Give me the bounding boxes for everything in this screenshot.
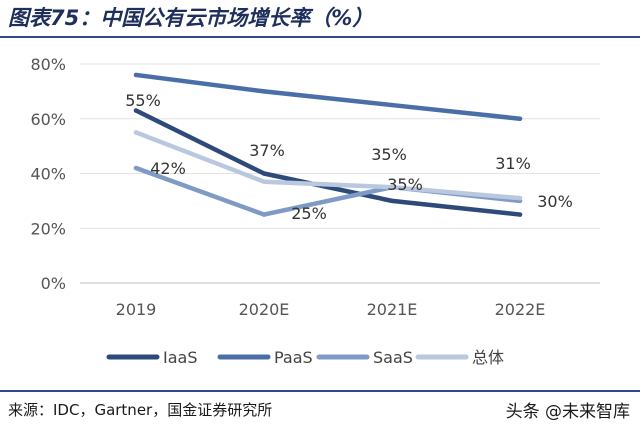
data-label: 30% <box>537 192 573 211</box>
data-point <box>133 130 139 135</box>
data-point <box>133 72 139 78</box>
source-note: 来源：IDC，Gartner，国金证券研究所 <box>8 401 273 419</box>
data-label: 31% <box>495 154 531 173</box>
data-label: 35% <box>371 145 407 164</box>
series-line-3 <box>133 130 523 201</box>
data-point <box>389 184 395 190</box>
series-line-0 <box>133 108 523 217</box>
x-tick-label: 2021E <box>367 300 418 319</box>
legend-label: PaaS <box>274 348 313 367</box>
data-point <box>133 165 139 171</box>
series-line-1 <box>133 72 523 121</box>
data-point <box>389 102 395 108</box>
data-label: 42% <box>150 159 186 178</box>
y-tick-label: 60% <box>30 110 66 129</box>
data-point <box>517 116 523 121</box>
data-label: 35% <box>387 175 423 194</box>
data-label: 37% <box>249 141 285 160</box>
legend-label: IaaS <box>163 348 197 367</box>
data-point <box>261 171 267 176</box>
data-point <box>517 195 523 201</box>
x-tick-label: 2019 <box>116 300 157 319</box>
data-label: 55% <box>125 91 161 110</box>
y-tick-label: 0% <box>41 274 66 293</box>
y-tick-label: 80% <box>30 55 66 74</box>
legend-label: SaaS <box>373 348 413 367</box>
data-point <box>517 212 523 217</box>
data-point <box>133 108 139 113</box>
footer-rule <box>0 390 640 392</box>
legend-label: 总体 <box>472 348 504 367</box>
title-rule <box>0 36 640 38</box>
y-tick-label: 40% <box>30 165 66 184</box>
data-point <box>389 198 395 204</box>
y-tick-label: 20% <box>30 219 66 238</box>
page-title: 图表75：中国公有云市场增长率（%） <box>8 6 374 30</box>
x-tick-label: 2020E <box>239 300 290 319</box>
data-point <box>261 212 267 217</box>
data-point <box>261 89 267 94</box>
x-tick-label: 2022E <box>495 300 546 319</box>
watermark-text: 头条 @未来智库 <box>505 402 630 422</box>
line-chart: 0% 20% 40% 60% 80% 2019 2020E 2021E 2022E 42% 25% 3… <box>30 55 600 367</box>
data-point <box>261 179 267 184</box>
data-label: 25% <box>291 204 327 223</box>
